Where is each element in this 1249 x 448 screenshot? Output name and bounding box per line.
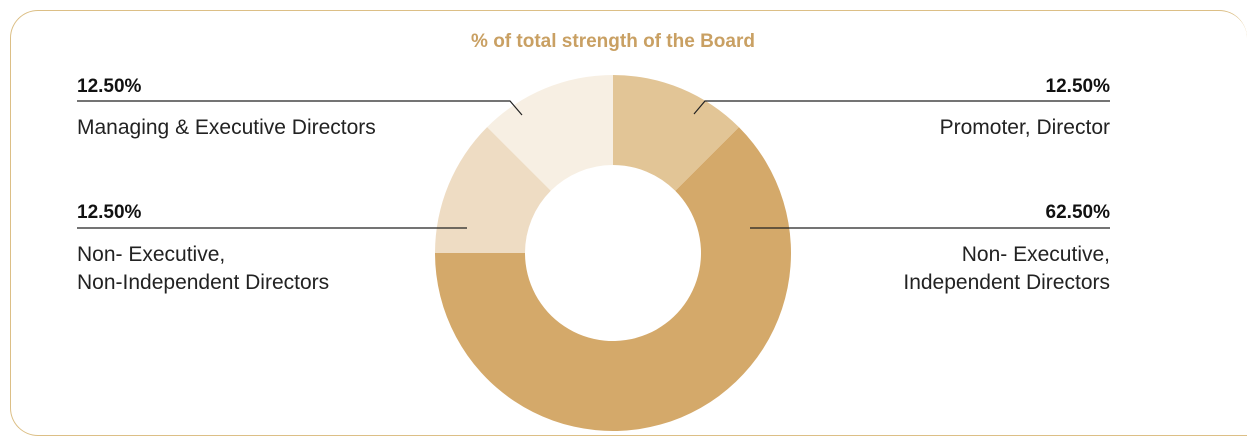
chart-title: % of total strength of the Board (471, 31, 755, 52)
frame (10, 10, 1247, 436)
pie-slice (435, 127, 551, 253)
value-label: 62.50% (1045, 202, 1110, 223)
category-label: Non- Executive, Independent Directors (903, 243, 1110, 294)
value-label: 12.50% (77, 202, 142, 223)
pie-slice (613, 75, 739, 191)
pie-slice (435, 127, 792, 431)
leader-line (693, 100, 1110, 115)
value-label: 12.50% (1045, 76, 1110, 97)
category-label: Managing & Executive Directors (77, 116, 376, 139)
value-label: 12.50% (77, 76, 142, 97)
category-label: Non- Executive, Non-Independent Director… (77, 243, 330, 294)
pie-slice (487, 75, 613, 191)
leader-line (77, 100, 523, 116)
leader-lines (77, 100, 1110, 229)
category-label: Promoter, Director (939, 116, 1110, 139)
